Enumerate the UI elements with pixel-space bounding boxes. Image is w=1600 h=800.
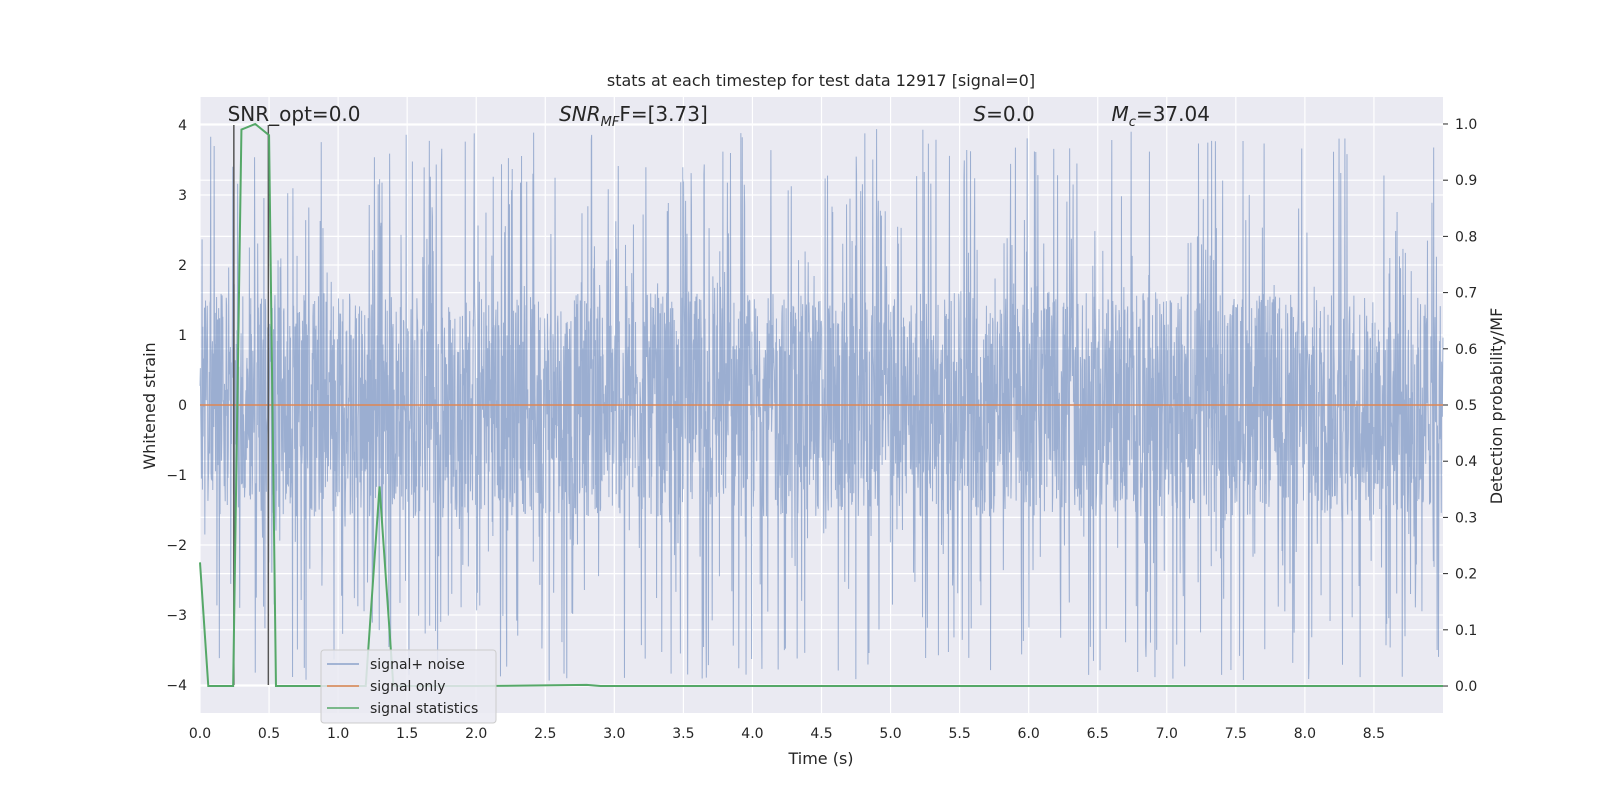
x-axis-label: Time (s): [787, 749, 853, 768]
x-tick-label-6: 3.0: [603, 726, 625, 742]
x-tick-label-9: 4.5: [810, 726, 832, 742]
legend-entry-signal-only: signal only: [370, 679, 445, 695]
y-tick-label-0: 4: [178, 118, 187, 134]
x-tick-label-3: 1.5: [396, 726, 418, 742]
y2-tick-label-6: 0.4: [1455, 454, 1477, 470]
annotation-mc: Mc=37.04: [1112, 102, 1210, 130]
x-axis: 0.0 0.5 1.0 1.5 2.0 2.5 3.0 3.5 4.0 4.5 5.0 5.5 6.0 6…: [189, 726, 1385, 742]
x-tick-label-15: 7.5: [1225, 726, 1247, 742]
y2-tick-label-9: 0.1: [1455, 623, 1477, 639]
x-tick-label-16: 8.0: [1294, 726, 1316, 742]
y2-tick-label-4: 0.6: [1455, 342, 1477, 358]
y-axis-label: Whitened strain: [140, 342, 159, 469]
y2-tick-label-8: 0.2: [1455, 567, 1477, 583]
annotation-snr-mf: SNRMFF=[3.73]: [559, 102, 708, 130]
series-line-signal-noise: [199, 129, 1444, 681]
annotation-mc-rest: =37.04: [1136, 102, 1210, 126]
annotation-mc-sub: c: [1129, 115, 1136, 130]
x-tick-label-12: 6.0: [1018, 726, 1040, 742]
x-tick-label-4: 2.0: [465, 726, 487, 742]
y-tick-label-5: −1: [166, 468, 187, 484]
y2-tick-label-10: 0.0: [1455, 679, 1477, 695]
x-tick-label-2: 1.0: [327, 726, 349, 742]
x-tick-label-8: 4.0: [741, 726, 763, 742]
x-tick-label-7: 3.5: [672, 726, 694, 742]
annotation-s-stat: S=0.0: [973, 102, 1034, 126]
y2-tick-label-5: 0.5: [1455, 398, 1477, 414]
x-tick-label-17: 8.5: [1363, 726, 1385, 742]
y-tick-label-2: 2: [178, 258, 187, 274]
x-tick-label-10: 5.0: [879, 726, 901, 742]
y-tick-label-7: −3: [166, 608, 187, 624]
x-tick-label-13: 6.5: [1087, 726, 1109, 742]
chart-title: stats at each timestep for test data 129…: [607, 71, 1035, 90]
annotation-snr-mf-rest: F=[3.73]: [619, 102, 707, 126]
y2-tick-label-2: 0.8: [1455, 229, 1477, 245]
annotation-snr-mf-sub: MF: [601, 115, 620, 130]
y2-axis-label: Detection probability/MF: [1487, 308, 1506, 505]
x-tick-label-14: 7.0: [1156, 726, 1178, 742]
y2-tick-label-3: 0.7: [1455, 286, 1477, 302]
legend-entry-signal-statistics: signal statistics: [370, 701, 478, 717]
legend-entry-signal-noise: signal+ noise: [370, 657, 465, 673]
y-tick-label-6: −2: [166, 538, 187, 554]
annotation-mc-base: M: [1112, 102, 1129, 126]
annotation-snr-mf-base: SNR: [559, 102, 601, 126]
legend-box: [320, 649, 497, 724]
y-axis-left: 4 3 2 1 0 −1 −2 −3 −4: [166, 118, 187, 694]
y-tick-label-8: −4: [166, 678, 187, 694]
y-tick-label-4: 0: [178, 398, 187, 414]
x-tick-label-0: 0.0: [189, 726, 211, 742]
x-tick-label-5: 2.5: [534, 726, 556, 742]
y-tick-label-3: 1: [178, 328, 187, 344]
annotation-snr-opt: SNR_opt=0.0: [228, 102, 361, 126]
y-axis-right: 1.0 0.9 0.8 0.7 0.6 0.5 0.4 0.3 0.2 0.1 0.0: [1443, 117, 1477, 695]
annotation-s-base: S: [973, 102, 986, 126]
x-tick-label-1: 0.5: [258, 726, 280, 742]
y2-tick-label-0: 1.0: [1455, 117, 1477, 133]
y2-tick-label-7: 0.3: [1455, 510, 1477, 526]
series-signal-noise: [199, 129, 1444, 681]
annotation-s-rest: =0.0: [986, 102, 1035, 126]
y-tick-label-1: 3: [178, 188, 187, 204]
x-tick-label-11: 5.5: [948, 726, 970, 742]
legend: signal+ noise signal only signal statist…: [320, 649, 497, 724]
annotations: SNR_opt=0.0 SNRMFF=[3.73] S=0.0 Mc=37.04: [228, 102, 1210, 130]
y2-tick-label-1: 0.9: [1455, 173, 1477, 189]
